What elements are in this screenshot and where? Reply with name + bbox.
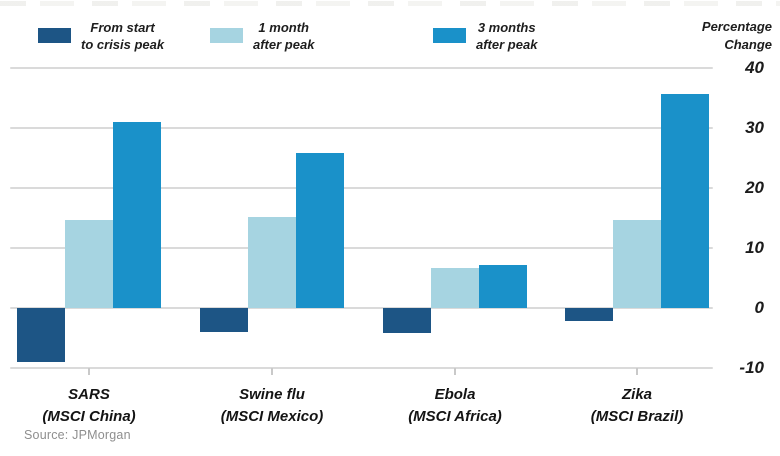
category-label-1: Swine flu (MSCI Mexico) [220,386,324,425]
y-tick-label-0: 0 [754,298,764,317]
bar-series1-group0 [65,219,113,308]
bar-series1-group1 [248,216,296,308]
legend-item-start-to-peak: From start to crisis peak [38,20,164,54]
y-tick-label-20: 20 [745,178,764,197]
y-tick-label-30: 30 [745,118,764,137]
gridline--10 [10,367,713,369]
bar-series2-group0 [113,122,161,308]
legend-swatch-3-months [433,28,466,43]
gridline-0 [10,307,713,309]
gridline-20 [10,187,713,189]
bar-series2-group1 [296,153,344,308]
y-tick-label-40: 40 [745,58,764,77]
legend-item-1-month: 1 month after peak [210,20,314,54]
gridline-30 [10,127,713,129]
x-axis-tick-1 [271,368,273,375]
y-axis-title: Percentage Change [701,19,772,52]
bar-series2-group2 [479,264,527,308]
x-axis-tick-0 [88,368,90,375]
bar-series0-group3 [565,308,613,322]
category-label-3: Zika (MSCI Brazil) [590,386,684,425]
cropped-title-remnant [0,1,780,6]
x-axis-tick-2 [454,368,456,375]
bar-series2-group3 [661,93,709,308]
plot-area [10,67,713,375]
legend-label-1-month: 1 month after peak [253,20,315,52]
legend-item-3-months: 3 months after peak [433,20,537,54]
source-note: Source: JPMorgan [24,428,131,442]
x-axis-tick-3 [636,368,638,375]
category-label-2: Ebola (MSCI Africa) [408,386,502,425]
legend-label-3-months: 3 months after peak [476,20,538,52]
bar-series0-group0 [17,308,65,362]
bar-series1-group2 [431,267,479,308]
bar-series0-group1 [200,308,248,332]
category-label-0: SARS (MSCI China) [42,386,136,425]
gridline-40 [10,67,713,69]
legend-label-start-to-peak: From start to crisis peak [81,20,165,52]
bar-series0-group2 [383,308,431,334]
y-tick-label--10: -10 [739,358,764,377]
legend-swatch-start-to-peak [38,28,71,43]
legend-swatch-1-month [210,28,243,43]
gridline-10 [10,247,713,249]
bar-series1-group3 [613,219,661,308]
y-tick-label-10: 10 [745,238,764,257]
